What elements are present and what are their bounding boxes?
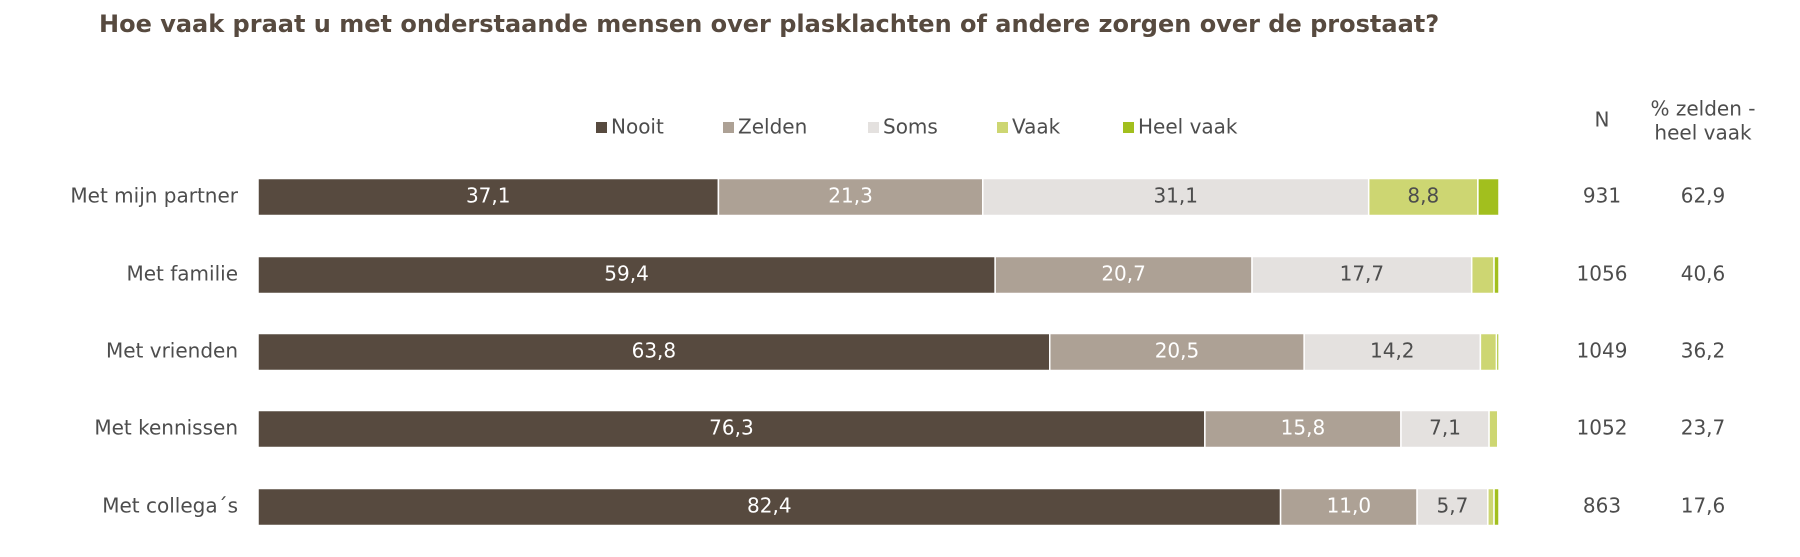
value-label: 11,0 (1327, 494, 1372, 518)
y-tick-label: Met collega´s (102, 494, 238, 518)
n-value: 1052 (1577, 416, 1628, 440)
legend-label: Vaak (1012, 115, 1061, 139)
value-label: 76,3 (709, 416, 754, 440)
pct-value: 23,7 (1681, 416, 1726, 440)
value-label: 8,8 (1407, 184, 1439, 208)
bar-segment (1497, 409, 1500, 449)
bar-segment (257, 487, 1282, 527)
value-label: 59,4 (604, 262, 649, 286)
value-label: 63,8 (632, 339, 677, 363)
value-label: 14,2 (1370, 339, 1415, 363)
bar-segment (1251, 255, 1473, 295)
value-label: 82,4 (747, 494, 792, 518)
y-tick-label: Met mijn partner (70, 184, 238, 208)
pct-header: % zelden - (1651, 97, 1756, 121)
value-label: 7,1 (1429, 416, 1461, 440)
y-tick-label: Met familie (126, 262, 238, 286)
value-label: 20,5 (1155, 339, 1200, 363)
bar-segment (1204, 409, 1402, 449)
bar-segment (1493, 487, 1500, 527)
pct-value: 40,6 (1681, 262, 1726, 286)
bar-segment (1479, 332, 1498, 372)
bar-segment (257, 332, 1051, 372)
legend-swatch (596, 122, 607, 133)
bar-segment (1470, 255, 1495, 295)
legend-label: Heel vaak (1138, 115, 1238, 139)
bar-segment (1049, 332, 1305, 372)
legend-label: Soms (883, 115, 938, 139)
bar-segment (1488, 409, 1499, 449)
bar-segment (1477, 177, 1500, 217)
y-tick-label: Met kennissen (94, 416, 238, 440)
n-value: 863 (1583, 494, 1621, 518)
bar-segment (717, 177, 984, 217)
pct-value: 36,2 (1681, 339, 1726, 363)
pct-header: heel vaak (1654, 121, 1752, 145)
value-label: 5,7 (1437, 494, 1469, 518)
value-label: 15,8 (1281, 416, 1326, 440)
pct-value: 62,9 (1681, 184, 1726, 208)
n-header: N (1595, 108, 1610, 132)
n-value: 931 (1583, 184, 1621, 208)
bar-segment (1416, 487, 1489, 527)
bar-segment (1303, 332, 1482, 372)
bar-segment (257, 177, 720, 217)
legend-swatch (1123, 122, 1134, 133)
value-label: 17,7 (1340, 262, 1385, 286)
legend-label: Zelden (738, 115, 807, 139)
n-value: 1056 (1577, 262, 1628, 286)
legend-swatch (723, 122, 734, 133)
value-label: 20,7 (1101, 262, 1146, 286)
legend-swatch (997, 122, 1008, 133)
y-tick-label: Met vrienden (106, 339, 238, 363)
bar-segment (1493, 255, 1500, 295)
value-label: 37,1 (466, 184, 511, 208)
legend-label: Nooit (611, 115, 664, 139)
bar-segment (257, 255, 996, 295)
bar-segment (1495, 332, 1500, 372)
bar-segment (981, 177, 1370, 217)
bar-segment (994, 255, 1253, 295)
value-label: 31,1 (1153, 184, 1198, 208)
legend-swatch (868, 122, 879, 133)
value-label: 21,3 (828, 184, 873, 208)
chart-title: Hoe vaak praat u met onderstaande mensen… (99, 10, 1439, 38)
bar-segment (1400, 409, 1490, 449)
pct-value: 17,6 (1681, 494, 1726, 518)
bar-segment (1487, 487, 1495, 527)
n-value: 1049 (1577, 339, 1628, 363)
